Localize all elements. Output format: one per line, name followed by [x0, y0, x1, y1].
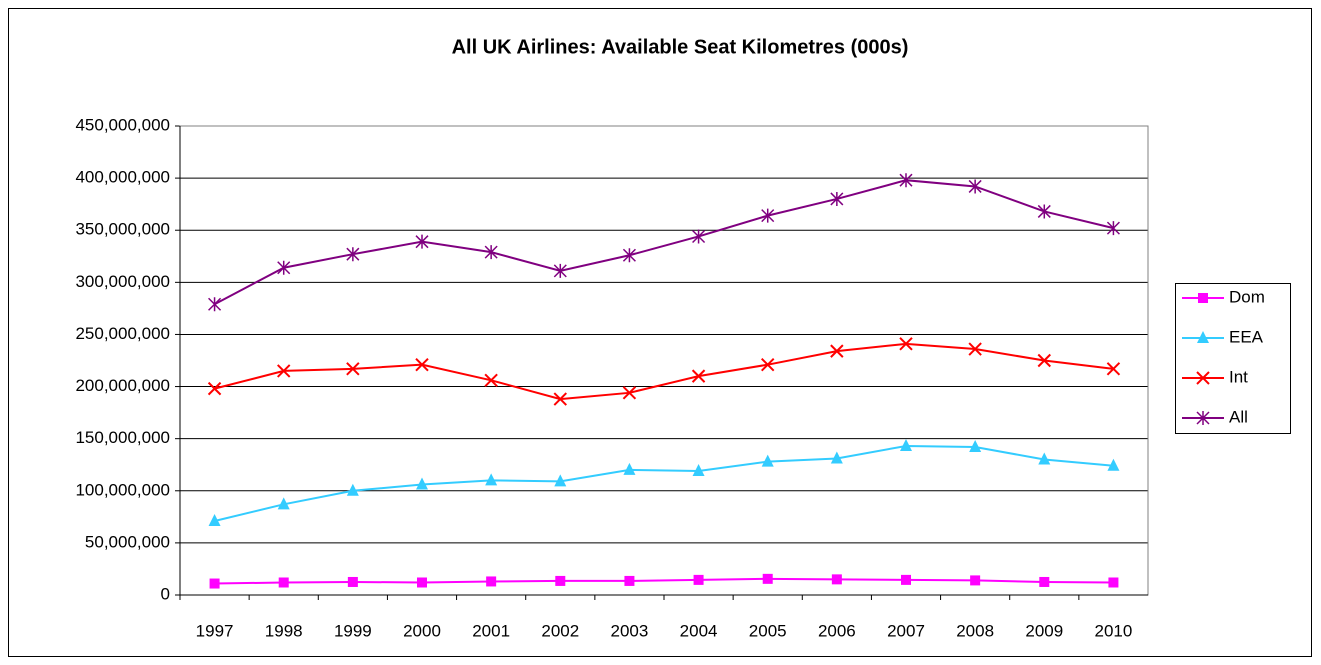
- chart-title: All UK Airlines: Available Seat Kilometr…: [452, 36, 909, 58]
- data-point: [1037, 353, 1051, 368]
- data-point: [277, 497, 290, 510]
- data-point: [278, 577, 289, 588]
- data-point: [484, 245, 498, 260]
- chart-frame: [8, 8, 1312, 657]
- y-tick-label: 450,000,000: [75, 115, 170, 134]
- y-tick-label: 100,000,000: [75, 480, 170, 499]
- legend-label: Dom: [1229, 287, 1265, 306]
- legend-label: Int: [1229, 367, 1248, 386]
- y-tick-label: 400,000,000: [75, 168, 170, 187]
- data-point: [1106, 221, 1120, 236]
- data-point: [622, 248, 636, 263]
- data-point: [346, 362, 360, 376]
- series-line: [214, 577, 1114, 585]
- data-point: [553, 263, 567, 278]
- data-point: [415, 357, 429, 372]
- y-tick-label: 350,000,000: [75, 220, 170, 239]
- x-tick-label: 2004: [680, 621, 718, 640]
- x-tick-label: 1998: [265, 621, 303, 640]
- data-point: [346, 483, 359, 496]
- data-point: [209, 578, 220, 589]
- data-point: [762, 573, 773, 584]
- data-point: [553, 392, 567, 406]
- data-point: [416, 477, 428, 490]
- data-point: [208, 514, 221, 527]
- data-point: [346, 247, 360, 262]
- data-point: [830, 191, 844, 206]
- x-tick-label: 2010: [1095, 621, 1133, 640]
- data-point: [761, 208, 775, 223]
- data-point: [623, 462, 636, 475]
- series-line: [214, 444, 1114, 522]
- data-point: [970, 575, 981, 586]
- data-point: [277, 364, 291, 378]
- data-point: [968, 342, 982, 356]
- x-tick-label: 2006: [818, 621, 856, 640]
- x-tick-label: 2000: [403, 621, 441, 640]
- data-point: [692, 229, 706, 244]
- legend-marker: [1198, 293, 1208, 303]
- data-point: [693, 574, 704, 585]
- data-point: [417, 577, 427, 588]
- data-point: [691, 369, 706, 383]
- data-point: [968, 179, 982, 194]
- data-point: [554, 474, 567, 487]
- legend-label: EEA: [1229, 327, 1264, 346]
- data-point: [277, 260, 291, 275]
- data-point: [830, 451, 843, 464]
- series-line: [214, 179, 1114, 306]
- x-tick-label: 1997: [196, 621, 234, 640]
- y-tick-label: 300,000,000: [75, 272, 170, 291]
- data-point: [831, 574, 842, 585]
- data-point: [1107, 458, 1120, 471]
- data-point: [208, 297, 222, 312]
- data-point: [486, 576, 497, 587]
- data-point: [1037, 204, 1051, 219]
- legend-marker: [1196, 411, 1210, 425]
- data-point: [761, 357, 775, 372]
- y-tick-label: 200,000,000: [75, 376, 170, 395]
- data-point: [1106, 362, 1121, 376]
- series-line: [214, 342, 1114, 401]
- data-point: [555, 575, 566, 586]
- data-point: [485, 473, 498, 486]
- x-tick-label: 2009: [1025, 621, 1063, 640]
- data-point: [1039, 576, 1050, 587]
- legend-box: [1175, 283, 1291, 434]
- data-point: [692, 463, 705, 476]
- data-point: [900, 438, 912, 451]
- legend-marker: [1197, 331, 1209, 343]
- data-point: [207, 381, 222, 396]
- legend-label: All: [1229, 407, 1248, 426]
- legend-marker: [1196, 371, 1210, 385]
- x-tick-label: 2005: [749, 621, 787, 640]
- y-tick-label: 50,000,000: [85, 532, 170, 551]
- x-tick-label: 2003: [611, 621, 649, 640]
- x-tick-label: 2008: [956, 621, 994, 640]
- data-point: [347, 576, 358, 587]
- data-point: [899, 337, 913, 351]
- data-point: [1038, 452, 1051, 465]
- data-point: [969, 440, 982, 453]
- data-point: [830, 344, 844, 358]
- data-point: [899, 173, 913, 188]
- data-point: [761, 454, 774, 467]
- y-tick-label: 150,000,000: [75, 428, 170, 447]
- x-tick-label: 1999: [334, 621, 372, 640]
- data-point: [484, 373, 498, 388]
- x-tick-label: 2002: [541, 621, 579, 640]
- data-point: [1108, 577, 1119, 588]
- y-tick-label: 250,000,000: [75, 324, 170, 343]
- y-tick-label: 0: [161, 584, 170, 603]
- data-point: [624, 575, 635, 586]
- data-point: [622, 386, 637, 400]
- data-point: [415, 234, 429, 249]
- data-point: [901, 574, 911, 585]
- x-tick-label: 2007: [887, 621, 925, 640]
- x-tick-label: 2001: [472, 621, 510, 640]
